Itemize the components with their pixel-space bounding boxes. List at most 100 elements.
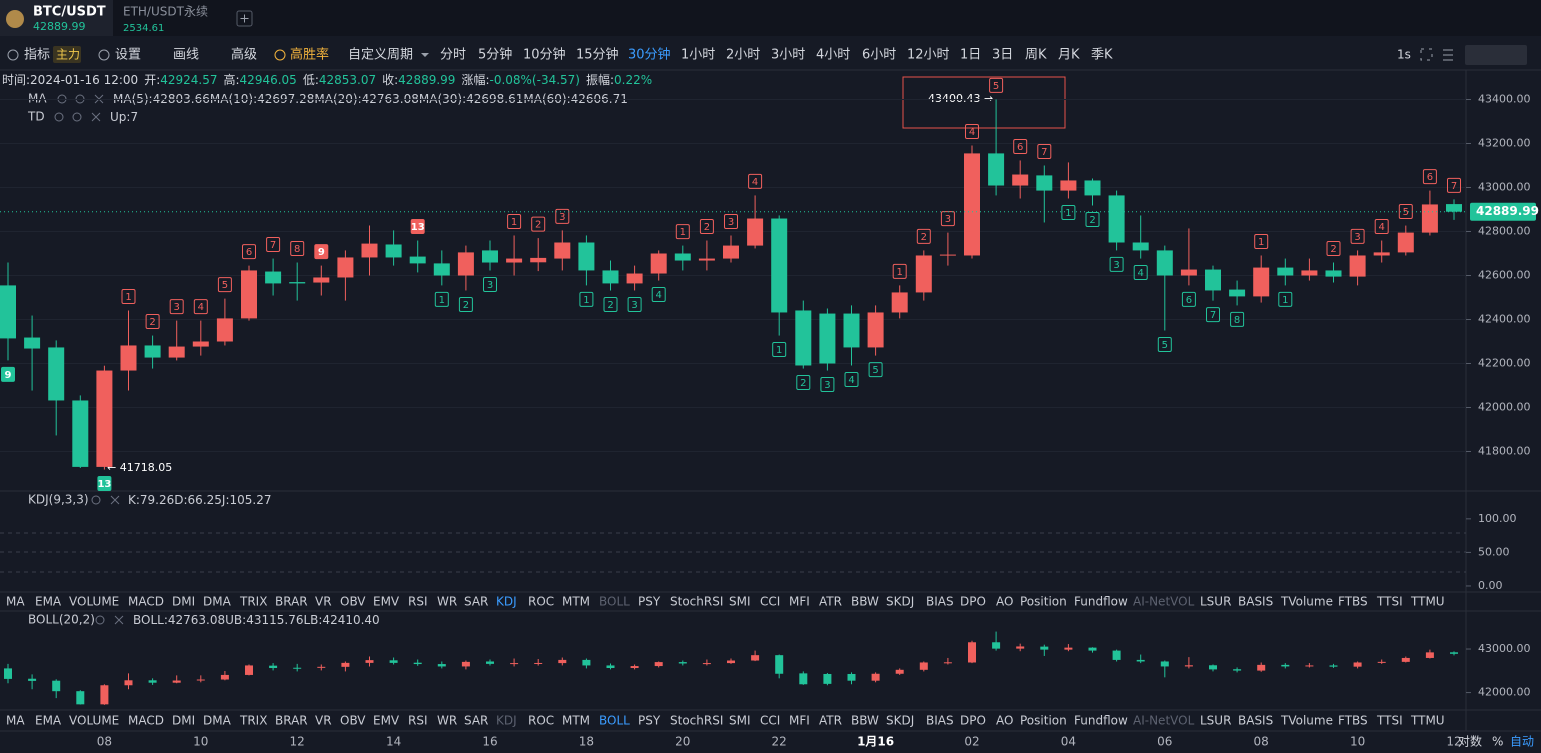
indicator-tab[interactable]: MTM: [562, 714, 590, 728]
indicator-tab[interactable]: CCI: [760, 714, 780, 728]
indicator-tab[interactable]: MA: [6, 595, 25, 609]
indicator-tab[interactable]: MACD: [128, 714, 164, 728]
axis-option[interactable]: 对数: [1458, 734, 1482, 749]
indicator-tab[interactable]: BASIS: [1238, 595, 1273, 609]
indicator-tab[interactable]: EMV: [373, 714, 400, 728]
indicator-tab[interactable]: Position: [1020, 714, 1067, 728]
indicator-tab[interactable]: ROC: [528, 714, 554, 728]
toolbar-item[interactable]: 主力: [56, 48, 80, 62]
period-button[interactable]: 2小时: [726, 48, 760, 63]
tab-symbol[interactable]: ETH/USDT永续: [123, 5, 208, 19]
indicator-tab[interactable]: RSI: [408, 595, 428, 609]
period-button[interactable]: 1小时: [681, 48, 715, 63]
indicator-tab[interactable]: ATR: [819, 595, 842, 609]
indicator-tab[interactable]: PSY: [638, 595, 661, 609]
toolbar-item[interactable]: 1s: [1397, 48, 1411, 62]
indicator-tab[interactable]: MFI: [789, 714, 810, 728]
period-button[interactable]: 季K: [1091, 48, 1113, 63]
indicator-tab[interactable]: LSUR: [1200, 595, 1231, 609]
indicator-tab[interactable]: EMA: [35, 595, 62, 609]
indicator-tab[interactable]: SMI: [729, 714, 751, 728]
toolbar-item[interactable]: 画线: [173, 48, 199, 63]
indicator-tab[interactable]: PSY: [638, 714, 661, 728]
indicator-tab[interactable]: DPO: [960, 595, 986, 609]
period-button[interactable]: 5分钟: [478, 47, 512, 63]
indicator-tab[interactable]: MA: [6, 714, 25, 728]
indicator-tab[interactable]: BOLL: [599, 595, 630, 609]
indicator-tab[interactable]: FTBS: [1338, 595, 1368, 609]
indicator-tab[interactable]: MFI: [789, 595, 810, 609]
axis-option[interactable]: %: [1492, 735, 1503, 749]
period-button[interactable]: 10分钟: [523, 47, 566, 63]
toolbar-item[interactable]: 高级: [231, 47, 257, 63]
fullscreen-icon[interactable]: [1420, 48, 1433, 61]
period-button[interactable]: 12小时: [907, 48, 950, 63]
period-button[interactable]: 4小时: [816, 48, 850, 63]
indicator-tab[interactable]: CCI: [760, 595, 780, 609]
indicator-tab[interactable]: TRIX: [239, 595, 267, 609]
indicator-tab[interactable]: TRIX: [239, 714, 267, 728]
period-button[interactable]: 3小时: [771, 48, 805, 63]
indicator-tab[interactable]: DPO: [960, 714, 986, 728]
indicator-tab[interactable]: StochRSI: [670, 714, 723, 728]
indicator-tab[interactable]: WR: [437, 595, 457, 609]
indicator-tab[interactable]: KDJ: [496, 595, 517, 609]
indicator-tab[interactable]: EMV: [373, 595, 400, 609]
indicator-tab[interactable]: AI-NetVOL: [1133, 714, 1195, 728]
indicator-tab[interactable]: WR: [437, 714, 457, 728]
indicator-tab[interactable]: TVolume: [1280, 595, 1333, 609]
indicator-tab[interactable]: VOLUME: [69, 595, 119, 609]
toolbar-item[interactable]: 设置: [115, 48, 141, 63]
indicator-tab[interactable]: SAR: [464, 714, 488, 728]
period-button[interactable]: 6小时: [862, 48, 896, 63]
axis-option[interactable]: 自动: [1510, 735, 1534, 749]
indicator-tab[interactable]: DMI: [172, 595, 195, 609]
indicator-tab[interactable]: BBW: [851, 714, 879, 728]
indicator-tab[interactable]: LSUR: [1200, 714, 1231, 728]
indicator-tab[interactable]: MTM: [562, 595, 590, 609]
indicator-tab[interactable]: AO: [996, 595, 1013, 609]
window-select[interactable]: [1465, 45, 1527, 65]
period-button[interactable]: 30分钟: [628, 47, 671, 63]
indicator-tab[interactable]: VR: [315, 714, 332, 728]
indicator-tab[interactable]: StochRSI: [670, 595, 723, 609]
indicator-tab[interactable]: DMI: [172, 714, 195, 728]
indicator-tab[interactable]: BOLL: [599, 714, 630, 728]
indicator-tab[interactable]: Position: [1020, 595, 1067, 609]
indicator-tab[interactable]: TVolume: [1280, 714, 1333, 728]
add-tab-button[interactable]: [236, 10, 253, 27]
period-button[interactable]: 分时: [440, 48, 466, 63]
indicator-tab[interactable]: FTBS: [1338, 714, 1368, 728]
indicator-tab[interactable]: OBV: [340, 595, 366, 609]
toolbar-item[interactable]: 高胜率: [290, 47, 329, 63]
tab-symbol[interactable]: BTC/USDT: [33, 5, 106, 20]
indicator-tab[interactable]: VOLUME: [69, 714, 119, 728]
period-button[interactable]: 15分钟: [576, 47, 619, 63]
indicator-tab[interactable]: BIAS: [926, 595, 954, 609]
indicator-tab[interactable]: SMI: [729, 595, 751, 609]
toolbar-item[interactable]: 指标: [24, 48, 50, 63]
indicator-tab[interactable]: ATR: [819, 714, 842, 728]
indicator-tab[interactable]: ROC: [528, 595, 554, 609]
indicator-tab[interactable]: TTMU: [1410, 595, 1445, 609]
indicator-tab[interactable]: Fundflow: [1074, 714, 1128, 728]
indicator-tab[interactable]: AO: [996, 714, 1013, 728]
indicator-tab[interactable]: TTSI: [1376, 595, 1403, 609]
settings-icon[interactable]: [1443, 49, 1453, 61]
indicator-tab[interactable]: BRAR: [275, 595, 308, 609]
indicator-tab[interactable]: TTSI: [1376, 714, 1403, 728]
indicator-tab[interactable]: AI-NetVOL: [1133, 595, 1195, 609]
indicator-tab[interactable]: KDJ: [496, 714, 517, 728]
indicator-tab[interactable]: MACD: [128, 595, 164, 609]
indicator-tab[interactable]: BASIS: [1238, 714, 1273, 728]
indicator-tab[interactable]: OBV: [340, 714, 366, 728]
indicator-tab[interactable]: SAR: [464, 595, 488, 609]
indicator-tab[interactable]: BIAS: [926, 714, 954, 728]
period-button[interactable]: 3日: [992, 48, 1013, 63]
toolbar-item[interactable]: 自定义周期: [348, 48, 413, 63]
indicator-tab[interactable]: BRAR: [275, 714, 308, 728]
indicator-tab[interactable]: RSI: [408, 714, 428, 728]
period-button[interactable]: 1日: [960, 48, 981, 63]
period-button[interactable]: 周K: [1025, 48, 1047, 63]
indicator-tab[interactable]: Fundflow: [1074, 595, 1128, 609]
